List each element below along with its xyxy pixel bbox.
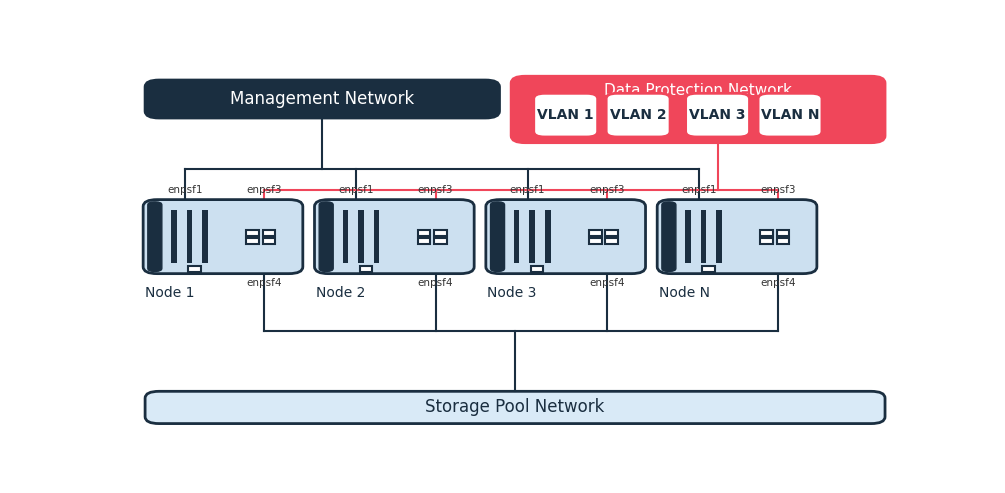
Text: enpsf3: enpsf3 <box>761 185 796 195</box>
Bar <box>343 210 348 263</box>
Text: enpsf3: enpsf3 <box>589 185 625 195</box>
Text: enpsf4: enpsf4 <box>589 278 625 288</box>
Text: enpsf4: enpsf4 <box>246 278 282 288</box>
FancyBboxPatch shape <box>148 202 162 271</box>
Bar <box>589 230 602 236</box>
Text: enpsf1: enpsf1 <box>510 185 546 195</box>
Bar <box>514 210 520 263</box>
FancyBboxPatch shape <box>758 93 822 137</box>
Bar <box>188 266 201 273</box>
Bar <box>187 210 192 263</box>
Text: Node N: Node N <box>658 286 710 300</box>
Bar <box>358 210 364 263</box>
FancyBboxPatch shape <box>490 202 505 271</box>
Bar <box>246 238 259 244</box>
Bar <box>360 266 372 273</box>
Bar <box>700 210 707 263</box>
FancyBboxPatch shape <box>657 200 817 274</box>
Text: Node 2: Node 2 <box>316 286 366 300</box>
Bar <box>202 210 208 263</box>
Text: Storage Pool Network: Storage Pool Network <box>425 398 605 417</box>
Bar <box>761 230 773 236</box>
FancyBboxPatch shape <box>606 93 670 137</box>
FancyBboxPatch shape <box>534 93 598 137</box>
Bar <box>777 230 789 236</box>
FancyBboxPatch shape <box>320 202 334 271</box>
Text: Node 1: Node 1 <box>145 286 194 300</box>
Bar <box>418 238 430 244</box>
Bar <box>262 238 275 244</box>
Bar <box>685 210 690 263</box>
Bar <box>374 210 379 263</box>
Bar <box>434 230 446 236</box>
Bar <box>545 210 551 263</box>
Text: VLAN N: VLAN N <box>761 108 819 122</box>
Text: enpsf4: enpsf4 <box>418 278 453 288</box>
FancyBboxPatch shape <box>145 391 885 423</box>
Bar <box>262 230 275 236</box>
FancyBboxPatch shape <box>685 93 750 137</box>
FancyBboxPatch shape <box>512 76 885 142</box>
Text: enpsf4: enpsf4 <box>761 278 796 288</box>
Bar <box>246 230 259 236</box>
Bar <box>418 230 430 236</box>
Bar <box>531 266 544 273</box>
Bar <box>605 230 618 236</box>
FancyBboxPatch shape <box>315 200 474 274</box>
Bar <box>530 210 535 263</box>
FancyBboxPatch shape <box>662 202 676 271</box>
Text: Node 3: Node 3 <box>487 286 537 300</box>
FancyBboxPatch shape <box>143 200 303 274</box>
Text: VLAN 1: VLAN 1 <box>538 108 594 122</box>
Text: enpsf1: enpsf1 <box>681 185 717 195</box>
Bar <box>171 210 177 263</box>
FancyBboxPatch shape <box>485 200 645 274</box>
Text: enpsf3: enpsf3 <box>246 185 282 195</box>
Bar <box>605 238 618 244</box>
Text: Data Protection Network: Data Protection Network <box>604 83 792 98</box>
Bar <box>717 210 722 263</box>
Bar <box>702 266 715 273</box>
Text: enpsf1: enpsf1 <box>339 185 374 195</box>
Text: VLAN 2: VLAN 2 <box>610 108 666 122</box>
Text: VLAN 3: VLAN 3 <box>689 108 746 122</box>
Text: enpsf1: enpsf1 <box>167 185 203 195</box>
Text: Management Network: Management Network <box>230 90 414 108</box>
FancyBboxPatch shape <box>145 80 499 118</box>
Bar <box>777 238 789 244</box>
Bar <box>589 238 602 244</box>
Bar <box>434 238 446 244</box>
Text: enpsf3: enpsf3 <box>418 185 453 195</box>
Bar <box>761 238 773 244</box>
